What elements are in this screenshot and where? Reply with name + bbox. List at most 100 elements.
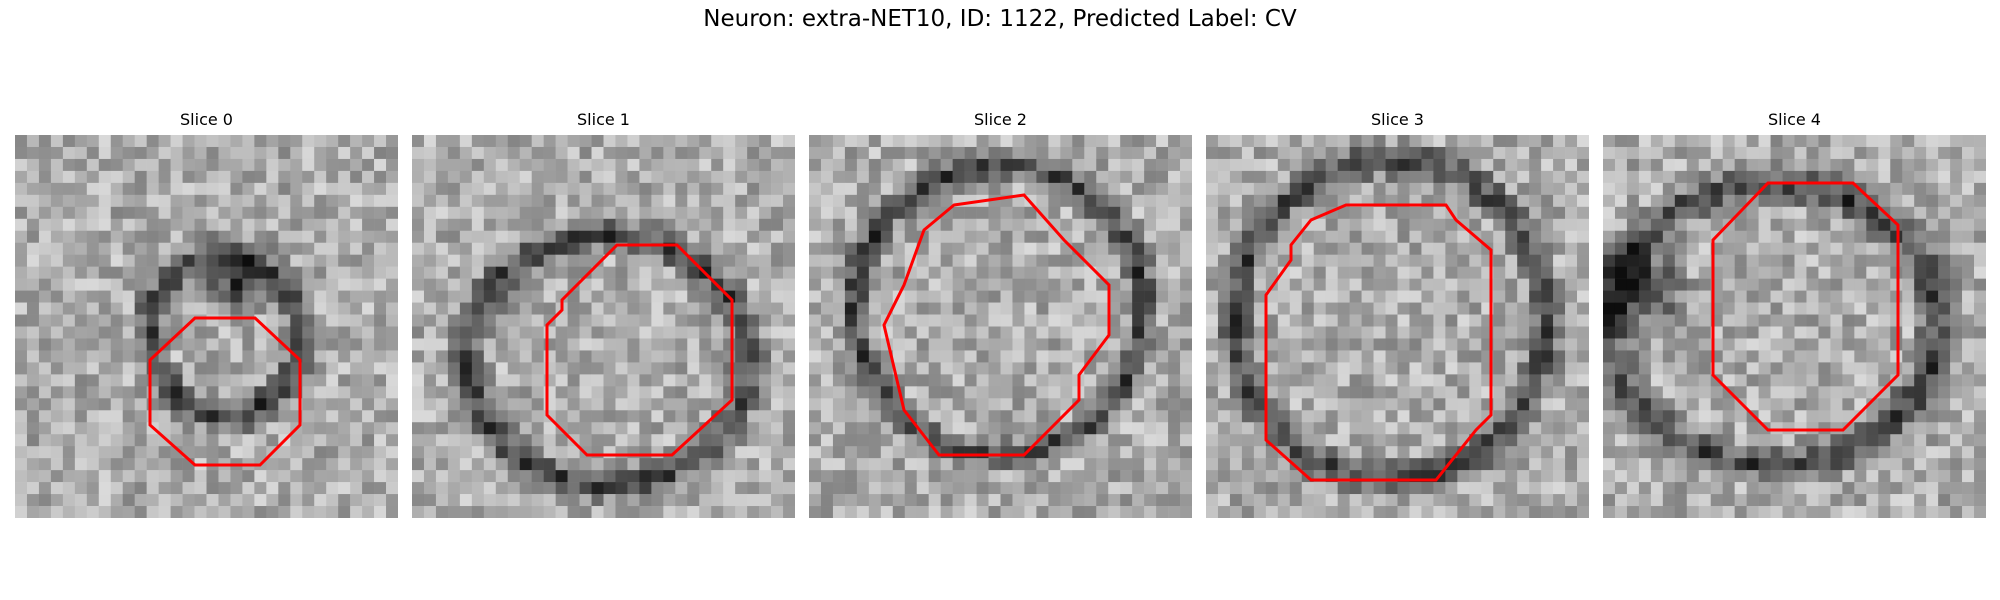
pixel	[1313, 434, 1326, 447]
pixel	[1229, 386, 1243, 399]
pixel	[1253, 266, 1267, 279]
pixel	[627, 206, 640, 220]
pixel	[1950, 398, 1963, 411]
pixel	[326, 482, 339, 495]
pixel	[1373, 135, 1386, 148]
pixel	[675, 254, 688, 267]
pixel	[615, 362, 628, 375]
pixel	[1710, 458, 1723, 471]
pixel	[134, 266, 147, 279]
pixel	[435, 386, 449, 399]
pixel	[880, 362, 894, 375]
pixel	[1553, 230, 1566, 244]
pixel	[1144, 302, 1157, 315]
pixel	[928, 494, 941, 507]
pixel	[567, 290, 580, 303]
pixel	[86, 482, 100, 495]
pixel	[1529, 194, 1542, 208]
pixel	[988, 170, 1001, 184]
pixel	[158, 506, 171, 518]
pixel	[1024, 158, 1037, 172]
pixel	[1603, 218, 1616, 232]
pixel	[1603, 266, 1616, 279]
pixel	[519, 338, 532, 351]
pixel	[1313, 314, 1326, 327]
pixel	[182, 386, 195, 399]
pixel	[880, 254, 894, 267]
pixel	[976, 266, 989, 279]
pixel	[1529, 398, 1542, 411]
pixel	[1529, 146, 1542, 160]
pixel	[699, 146, 712, 160]
pixel	[254, 434, 267, 447]
slice-panel-2: Slice 2	[809, 110, 1192, 518]
pixel	[1156, 434, 1169, 447]
pixel	[1493, 254, 1506, 267]
pixel	[194, 506, 207, 518]
pixel	[110, 254, 124, 267]
pixel	[1854, 230, 1867, 244]
pixel	[1217, 434, 1231, 447]
pixel	[1926, 326, 1939, 339]
pixel	[1229, 146, 1243, 160]
pixel	[435, 314, 449, 327]
pixel	[651, 338, 664, 351]
pixel	[50, 458, 64, 471]
pixel	[892, 446, 906, 459]
pixel	[976, 135, 989, 148]
pixel	[1421, 350, 1434, 363]
pixel	[964, 362, 977, 375]
pixel	[1926, 254, 1939, 267]
pixel	[759, 362, 772, 375]
pixel	[1674, 434, 1688, 447]
pixel	[1650, 290, 1664, 303]
pixel	[1229, 218, 1243, 232]
pixel	[868, 494, 882, 507]
pixel	[1866, 206, 1879, 220]
pixel	[1289, 170, 1303, 184]
pixel	[412, 458, 425, 471]
pixel	[1890, 135, 1903, 148]
pixel	[771, 278, 784, 291]
pixel	[663, 494, 676, 507]
pixel	[170, 350, 183, 363]
pixel	[110, 386, 124, 399]
pixel	[868, 266, 882, 279]
pixel	[242, 290, 255, 303]
pixel	[350, 302, 363, 315]
pixel	[15, 290, 28, 303]
pixel	[1421, 386, 1434, 399]
pixel	[507, 170, 521, 184]
pixel	[567, 422, 580, 435]
pixel	[1361, 410, 1374, 423]
pixel	[771, 266, 784, 279]
pixel	[1373, 482, 1386, 495]
pixel	[1397, 158, 1410, 172]
pixel	[783, 362, 795, 375]
pixel	[1662, 278, 1676, 291]
pixel	[1830, 374, 1843, 387]
pixel	[98, 146, 112, 160]
pixel	[1277, 278, 1291, 291]
pixel	[1830, 326, 1843, 339]
pixel	[820, 410, 834, 423]
pixel	[170, 302, 183, 315]
pixel	[1024, 398, 1037, 411]
pixel	[1108, 434, 1121, 447]
pixel	[1337, 362, 1350, 375]
pixel	[639, 446, 652, 459]
pixel	[591, 410, 604, 423]
pixel	[1577, 242, 1589, 255]
pixel	[1962, 278, 1975, 291]
pixel	[916, 386, 929, 399]
pixel	[62, 146, 76, 160]
pixel	[122, 506, 135, 518]
pixel	[254, 386, 267, 399]
pixel	[290, 314, 303, 327]
pixel	[1842, 422, 1855, 435]
pixel	[687, 506, 700, 518]
pixel	[1746, 302, 1759, 315]
pixel	[1217, 182, 1231, 196]
pixel	[543, 482, 556, 495]
pixel	[1806, 290, 1819, 303]
